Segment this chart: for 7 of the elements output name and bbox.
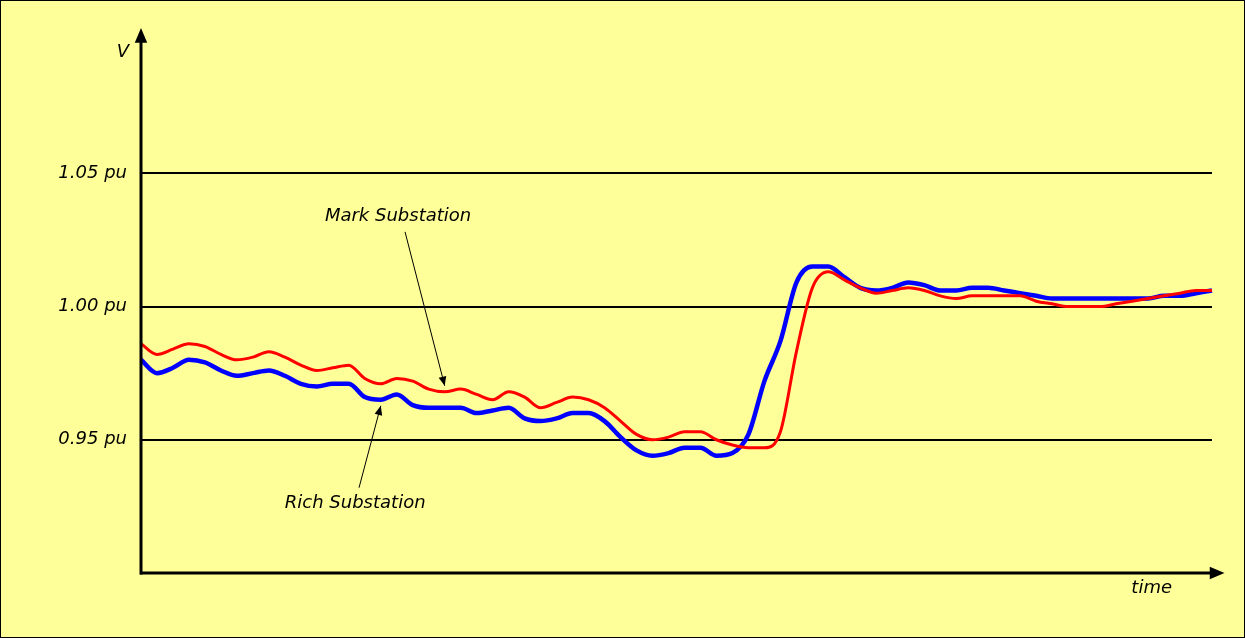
y-axis-title: V bbox=[116, 39, 131, 61]
y-tick-label: 1.00 pu bbox=[58, 294, 127, 316]
text: Rich Substation bbox=[284, 491, 426, 513]
y-tick-label: 1.05 pu bbox=[58, 160, 127, 182]
text: Mark Substation bbox=[324, 203, 472, 225]
x-axis-title: time bbox=[1131, 575, 1172, 597]
y-tick-label: 0.95 pu bbox=[58, 427, 127, 449]
